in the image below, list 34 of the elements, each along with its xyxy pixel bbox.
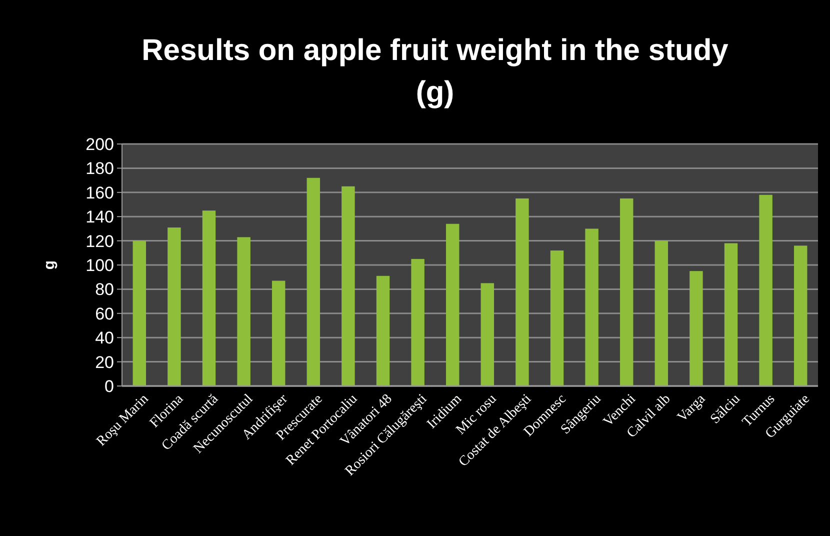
bar bbox=[168, 227, 181, 386]
bar bbox=[794, 246, 808, 386]
y-tick-label: 160 bbox=[86, 183, 114, 202]
bar bbox=[516, 198, 529, 386]
y-tick-label: 180 bbox=[86, 159, 114, 178]
bar bbox=[724, 243, 738, 386]
bar bbox=[690, 271, 703, 386]
x-tick-label: Varga bbox=[674, 391, 710, 426]
bar bbox=[759, 194, 772, 386]
bar bbox=[342, 186, 355, 386]
bar bbox=[376, 276, 390, 386]
bar bbox=[272, 280, 286, 386]
bar bbox=[620, 198, 634, 386]
chart-title: Results on apple fruit weight in the study (g) bbox=[142, 34, 729, 109]
y-tick-label: 80 bbox=[95, 280, 114, 300]
y-tick-label: 120 bbox=[86, 232, 114, 251]
bar bbox=[202, 210, 216, 386]
bar bbox=[132, 240, 146, 386]
bar bbox=[480, 283, 494, 386]
y-axis-title: g bbox=[41, 260, 58, 270]
y-tick-label: 140 bbox=[86, 208, 114, 227]
y-tick-label: 40 bbox=[95, 328, 114, 348]
bar bbox=[306, 178, 320, 386]
bar bbox=[654, 240, 668, 386]
bar bbox=[237, 237, 250, 386]
y-tick-label: 0 bbox=[104, 376, 114, 396]
y-tick-label: 60 bbox=[95, 304, 114, 324]
bar bbox=[446, 224, 460, 386]
bar bbox=[585, 228, 598, 386]
y-tick-label: 200 bbox=[86, 134, 114, 154]
y-tick-label: 100 bbox=[86, 256, 114, 275]
bar bbox=[411, 258, 424, 386]
y-tick-label: 20 bbox=[95, 352, 114, 372]
bar bbox=[550, 250, 564, 386]
